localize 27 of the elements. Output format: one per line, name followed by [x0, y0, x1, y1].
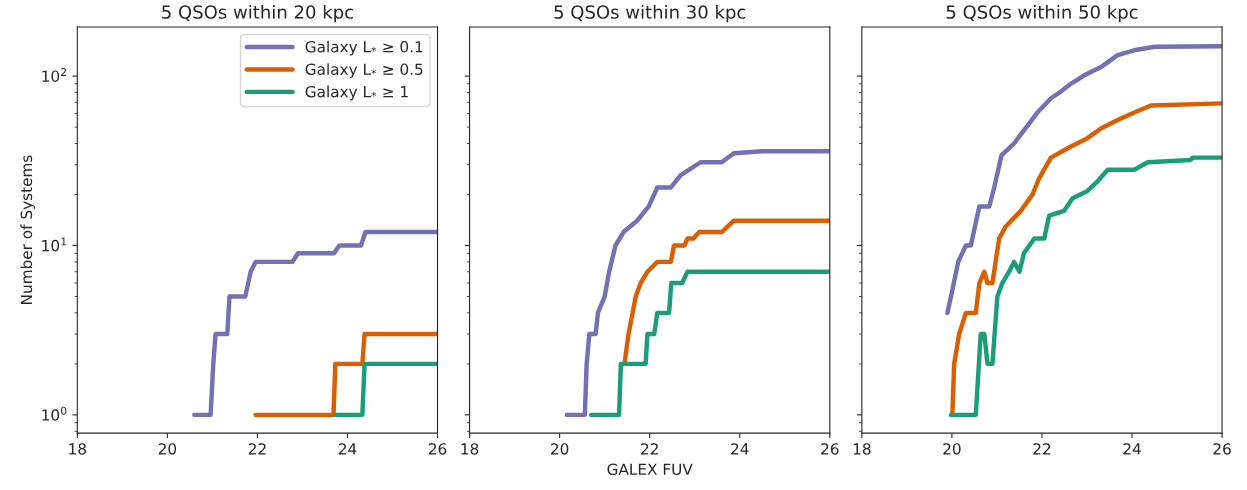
legend-label: Galaxy L$_{*}$ ≥ 1 [305, 85, 408, 101]
x-tick-label: 24 [1123, 443, 1141, 455]
x-tick-label: 18 [853, 443, 871, 455]
x-tick-label: 26 [1213, 443, 1231, 455]
x-tick-label: 20 [158, 443, 177, 455]
y-tick-label: 10$^{2}$ [42, 67, 67, 82]
x-tick-label: 18 [461, 443, 479, 455]
x-tick-label: 24 [731, 443, 749, 455]
chart-title: 5 QSOs within 50 kpc [946, 4, 1138, 23]
x-tick-label: 20 [551, 443, 569, 455]
x-tick-label: 22 [641, 443, 658, 455]
line-series [192, 229, 438, 418]
x-tick-label: 26 [428, 443, 447, 455]
x-axis-title: GALEX FUV [607, 463, 693, 476]
chart-title: 5 QSOs within 20 kpc [162, 4, 353, 23]
x-tick-label: 20 [943, 443, 961, 455]
x-tick-label: 22 [1033, 443, 1051, 455]
y-tick-label: 10$^{0}$ [42, 406, 67, 421]
chart-title: 5 QSOs within 30 kpc [554, 4, 746, 23]
x-tick-label: 22 [248, 443, 266, 455]
x-tick-label: 18 [69, 443, 86, 455]
x-tick-label: 26 [821, 443, 839, 455]
legend-label: Galaxy L$_{*}$ ≥ 0.5 [305, 63, 423, 78]
y-axis-title: Number of Systems [20, 155, 36, 304]
y-tick-label: 10$^{1}$ [42, 237, 67, 252]
legend-label: Galaxy L$_{*}$ ≥ 0.1 [305, 40, 423, 56]
x-tick-label: 24 [338, 443, 357, 455]
